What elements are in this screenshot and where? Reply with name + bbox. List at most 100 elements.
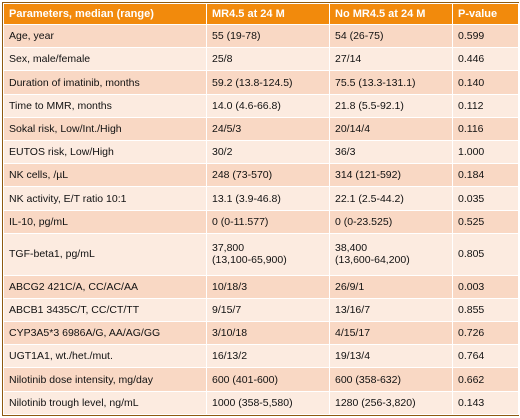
no-mr45-value-cell: 4/15/17 xyxy=(329,321,453,346)
value-line: 75.5 (13.3-131.1) xyxy=(335,76,416,89)
no-mr45-value-cell: 13/16/7 xyxy=(329,297,453,323)
no-mr45-value-cell: 36/3 xyxy=(329,140,453,165)
mr45-value-cell: 24/5/3 xyxy=(206,116,330,142)
value-line: (13,600-64,200) xyxy=(335,254,410,267)
value-line: 14.0 (4.6-66.8) xyxy=(212,99,281,112)
table-row: Sokal risk, Low/Int./High 24/5/3 20/14/4 0.… xyxy=(3,116,519,142)
no-mr45-value-cell: 314 (121-592) xyxy=(329,163,453,188)
p-value-cell: 0.116 xyxy=(452,116,519,142)
value-line: 248 (73-570) xyxy=(212,169,273,182)
no-mr45-value-cell: 75.5 (13.3-131.1) xyxy=(329,70,453,95)
p-value-cell: 0.184 xyxy=(452,163,519,188)
value-line: 22.1 (2.5-44.2) xyxy=(335,192,404,205)
value-line: 38,400 xyxy=(335,242,368,255)
mr45-value-cell: 25/8 xyxy=(206,47,330,72)
mr45-value-cell: 59.2 (13.8-124.5) xyxy=(206,70,330,95)
p-value-cell: 0.599 xyxy=(452,23,519,49)
parameter-cell: Time to MMR, months xyxy=(3,93,207,118)
value-line: 55 (19-78) xyxy=(212,30,261,43)
no-mr45-value-cell: 1280 (256-3,820) xyxy=(329,390,453,416)
parameter-cell: IL-10, pg/mL xyxy=(3,209,207,234)
mr45-value-cell: 30/2 xyxy=(206,140,330,165)
parameter-cell: NK cells, /µL xyxy=(3,163,207,188)
mr45-value-cell: 16/13/2 xyxy=(206,344,330,369)
table-row: Duration of imatinib, months 59.2 (13.8-1… xyxy=(3,70,519,95)
mr45-value-cell: 14.0 (4.6-66.8) xyxy=(206,93,330,118)
value-line: 0 (0-23.525) xyxy=(335,215,393,228)
parameter-cell: Sokal risk, Low/Int./High xyxy=(3,116,207,142)
value-line: 3/10/18 xyxy=(212,327,248,340)
value-line: 59.2 (13.8-124.5) xyxy=(212,76,293,89)
table-row: Sex, male/female 25/8 27/14 0.446 xyxy=(3,47,519,72)
value-line: 30/2 xyxy=(212,146,233,159)
parameter-cell: UGT1A1, wt./het./mut. xyxy=(3,344,207,369)
mr45-value-cell: 0 (0-11.577) xyxy=(206,209,330,234)
mr45-value-cell: 1000 (358-5,580) xyxy=(206,390,330,416)
no-mr45-value-cell: 26/9/1 xyxy=(329,274,453,299)
value-line: 4/15/17 xyxy=(335,327,371,340)
p-value-cell: 0.446 xyxy=(452,47,519,72)
table-row: UGT1A1, wt./het./mut. 16/13/2 19/13/4 0.764 xyxy=(3,344,519,369)
p-value-cell: 0.112 xyxy=(452,93,519,118)
header-row: Parameters, median (range) MR4.5 at 24 M… xyxy=(3,3,519,25)
parameter-cell: Age, year xyxy=(3,23,207,49)
header-no-mr45: No MR4.5 at 24 M xyxy=(329,3,453,25)
parameter-cell: ABCB1 3435C/T, CC/CT/TT xyxy=(3,297,207,323)
p-value-cell: 0.805 xyxy=(452,232,519,276)
results-table: Parameters, median (range) MR4.5 at 24 M… xyxy=(3,3,519,416)
mr45-value-cell: 9/15/7 xyxy=(206,297,330,323)
value-line: 13/16/7 xyxy=(335,303,371,316)
value-line: (13,100-65,900) xyxy=(212,254,287,267)
p-value-cell: 0.525 xyxy=(452,209,519,234)
no-mr45-value-cell: 22.1 (2.5-44.2) xyxy=(329,186,453,211)
mr45-value-cell: 13.1 (3.9-46.8) xyxy=(206,186,330,211)
header-p-value: P-value xyxy=(452,3,519,25)
p-value-cell: 0.140 xyxy=(452,70,519,95)
table-row: NK cells, /µL 248 (73-570) 314 (121-592) 0.… xyxy=(3,163,519,188)
table-row: ABCG2 421C/A, CC/AC/AA 10/18/3 26/9/1 0.003 xyxy=(3,274,519,299)
parameter-cell: CYP3A5*3 6986A/G, AA/AG/GG xyxy=(3,321,207,346)
no-mr45-value-cell: 600 (358-632) xyxy=(329,367,453,392)
table-row: Nilotinib trough level, ng/mL 1000 (358-5… xyxy=(3,390,519,416)
table-row: CYP3A5*3 6986A/G, AA/AG/GG 3/10/18 4/15/17… xyxy=(3,321,519,346)
no-mr45-value-cell: 20/14/4 xyxy=(329,116,453,142)
value-line: 24/5/3 xyxy=(212,122,242,135)
p-value-cell: 0.764 xyxy=(452,344,519,369)
no-mr45-value-cell: 38,400 (13,600-64,200) xyxy=(329,232,453,276)
value-line: 37,800 xyxy=(212,242,245,255)
parameter-cell: Sex, male/female xyxy=(3,47,207,72)
parameter-cell: NK activity, E/T ratio 10:1 xyxy=(3,186,207,211)
p-value-cell: 0.003 xyxy=(452,274,519,299)
value-line: 314 (121-592) xyxy=(335,169,401,182)
value-line: 1280 (256-3,820) xyxy=(335,396,416,409)
table-row: Time to MMR, months 14.0 (4.6-66.8) 21.8 (… xyxy=(3,93,519,118)
value-line: 21.8 (5.5-92.1) xyxy=(335,99,404,112)
no-mr45-value-cell: 19/13/4 xyxy=(329,344,453,369)
value-line: 9/15/7 xyxy=(212,303,242,316)
value-line: 36/3 xyxy=(335,146,356,159)
p-value-cell: 0.726 xyxy=(452,321,519,346)
mr45-value-cell: 37,800 (13,100-65,900) xyxy=(206,232,330,276)
no-mr45-value-cell: 0 (0-23.525) xyxy=(329,209,453,234)
p-value-cell: 1.000 xyxy=(452,140,519,165)
no-mr45-value-cell: 21.8 (5.5-92.1) xyxy=(329,93,453,118)
parameter-cell: Nilotinib dose intensity, mg/day xyxy=(3,367,207,392)
header-mr45: MR4.5 at 24 M xyxy=(206,3,330,25)
value-line: 0 (0-11.577) xyxy=(212,215,269,228)
value-line: 10/18/3 xyxy=(212,280,248,293)
value-line: 26/9/1 xyxy=(335,280,365,293)
table-row: ABCB1 3435C/T, CC/CT/TT 9/15/7 13/16/7 0.85… xyxy=(3,297,519,323)
mr45-value-cell: 55 (19-78) xyxy=(206,23,330,49)
table-row: IL-10, pg/mL 0 (0-11.577) 0 (0-23.525) 0.52… xyxy=(3,209,519,234)
value-line: 600 (358-632) xyxy=(335,373,401,386)
parameter-cell: Nilotinib trough level, ng/mL xyxy=(3,390,207,416)
parameter-cell: Duration of imatinib, months xyxy=(3,70,207,95)
value-line: 13.1 (3.9-46.8) xyxy=(212,192,281,205)
value-line: 27/14 xyxy=(335,53,362,66)
mr45-value-cell: 600 (401-600) xyxy=(206,367,330,392)
value-line: 600 (401-600) xyxy=(212,373,278,386)
table-row: NK activity, E/T ratio 10:1 13.1 (3.9-46.… xyxy=(3,186,519,211)
p-value-cell: 0.143 xyxy=(452,390,519,416)
parameter-cell: TGF-beta1, pg/mL xyxy=(3,232,207,276)
